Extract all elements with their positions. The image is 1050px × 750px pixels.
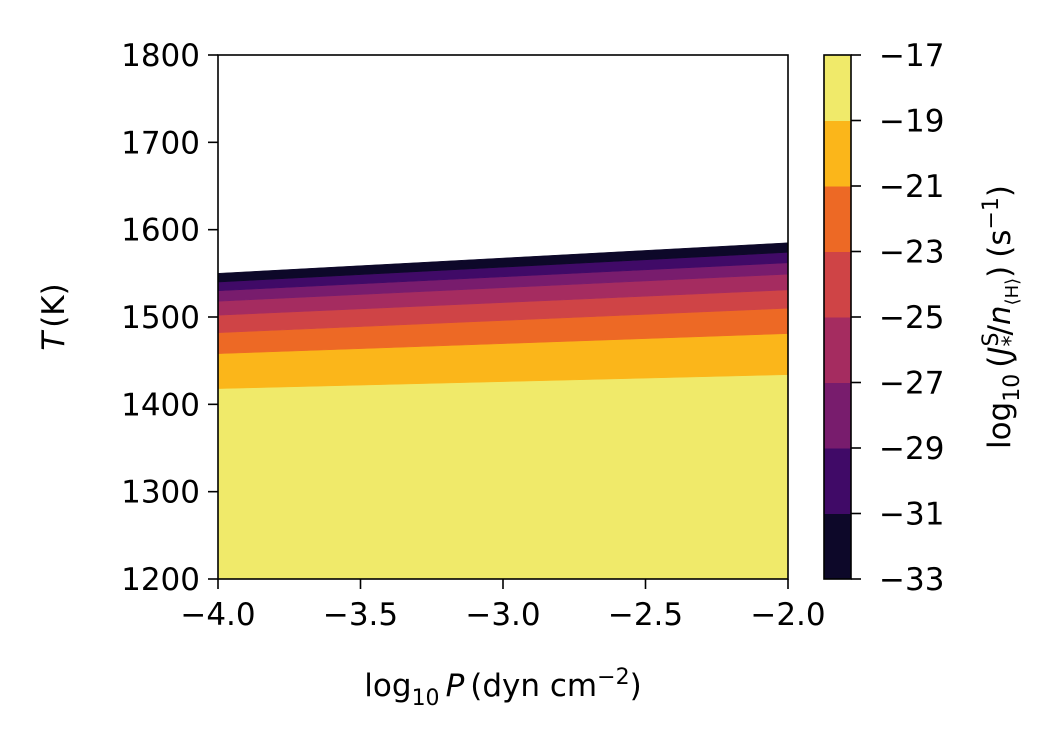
y-tick-label: 1300 <box>121 475 200 511</box>
colorbar-tick-label: −31 <box>879 497 944 533</box>
y-tick-label: 1700 <box>121 125 200 161</box>
x-tick-label: −4.0 <box>180 597 255 633</box>
colorbar-segment <box>824 513 851 580</box>
colorbar-tick-label: −27 <box>879 366 944 402</box>
colorbar-tick-label: −33 <box>879 562 944 598</box>
colorbar-segment <box>824 448 851 514</box>
colorbar-tick-label: −23 <box>879 235 944 271</box>
y-tick-label: 1400 <box>121 387 200 423</box>
x-axis-label: log10 P (dyn cm−2) <box>364 665 641 711</box>
y-tick-label: 1500 <box>121 300 200 336</box>
colorbar-segment <box>824 55 851 121</box>
colorbar-segment <box>824 317 851 383</box>
x-tick-label: −2.0 <box>750 597 825 633</box>
x-tick-label: −3.5 <box>323 597 398 633</box>
colorbar-segment <box>824 120 851 187</box>
y-tick-label: 1200 <box>121 562 200 598</box>
y-axis-label: T(K) <box>36 283 72 350</box>
y-tick-label: 1600 <box>121 213 200 249</box>
colorbar-segment <box>824 251 851 318</box>
colorbar-segment <box>824 186 851 252</box>
y-tick-label: 1800 <box>121 38 200 74</box>
x-axis: −4.0 −3.5 −3.0 −2.5 −2.0 <box>180 579 826 633</box>
x-tick-label: −2.5 <box>608 597 683 633</box>
x-tick-label: −3.0 <box>465 597 540 633</box>
colorbar-segment <box>824 382 851 449</box>
colorbar-ticks: −33 −31 −29 −27 −25 −23 −21 −19 −17 <box>851 38 944 598</box>
colorbar-tick-label: −21 <box>879 169 944 205</box>
y-axis: 1200 1300 1400 1500 1600 1700 1800 <box>121 38 218 598</box>
colorbar-label: log10(JS*/n⟨H⟩)(s−1) <box>979 185 1025 449</box>
contour-bands <box>217 242 789 580</box>
colorbar-tick-label: −19 <box>879 104 944 140</box>
colorbar-tick-label: −17 <box>879 38 944 74</box>
colorbar <box>824 55 851 580</box>
contour-band <box>217 374 789 580</box>
colorbar-tick-label: −25 <box>879 300 944 336</box>
colorbar-tick-label: −29 <box>879 431 944 467</box>
